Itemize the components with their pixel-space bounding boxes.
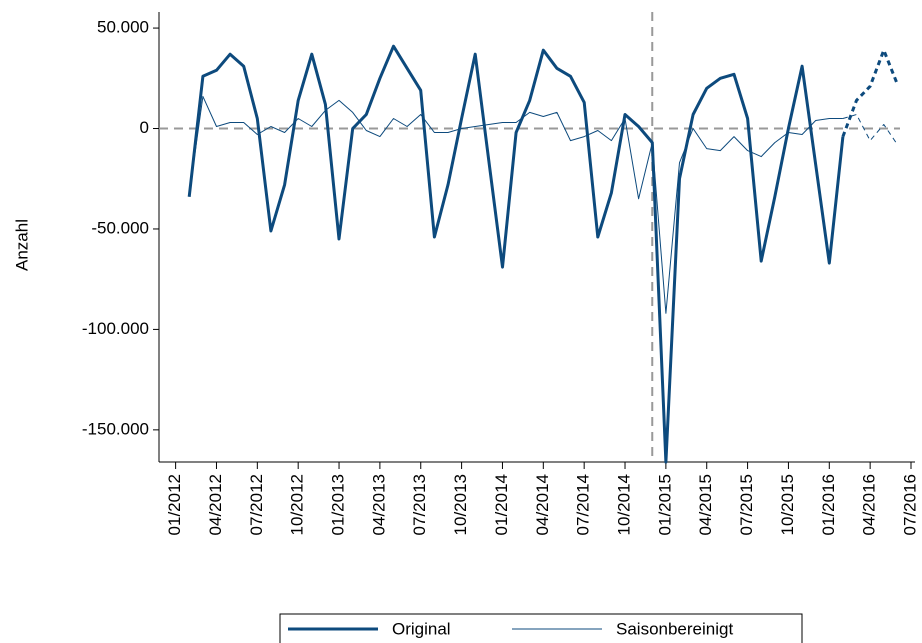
x-tick-label: 04/2015 [696,474,715,535]
legend-label: Saisonbereinigt [616,619,733,638]
x-tick-label: 01/2015 [655,474,674,535]
x-tick-label: 10/2012 [288,474,307,535]
y-tick-label: -150.000 [82,419,149,438]
x-tick-label: 01/2014 [492,474,511,535]
x-tick-label: 07/2012 [247,474,266,535]
y-tick-label: -100.000 [82,319,149,338]
x-tick-label: 01/2016 [819,474,838,535]
series-line [187,44,845,464]
x-tick-label: 10/2015 [778,474,797,535]
x-tick-label: 10/2013 [451,474,470,535]
y-tick-label: 0 [140,118,149,137]
y-axis-label: Anzahl [12,219,31,271]
x-tick-label: 04/2013 [369,474,388,535]
x-tick-label: 04/2014 [533,474,552,535]
x-tick-label: 04/2016 [860,474,879,535]
series-line-dashed [842,114,898,145]
x-tick-label: 01/2012 [165,474,184,535]
x-tick-label: 07/2016 [900,474,919,535]
y-tick-label: 50.000 [97,18,149,37]
x-tick-label: 04/2012 [206,474,225,535]
x-tick-label: 07/2015 [737,474,756,535]
y-tick-label: -50.000 [91,218,149,237]
legend-label: Original [392,619,451,638]
x-tick-label: 07/2013 [410,474,429,535]
series-line [188,95,843,314]
x-tick-label: 07/2014 [574,474,593,535]
x-tick-label: 10/2014 [615,474,634,535]
series-line-dashed [841,48,899,138]
x-tick-label: 01/2013 [329,474,348,535]
